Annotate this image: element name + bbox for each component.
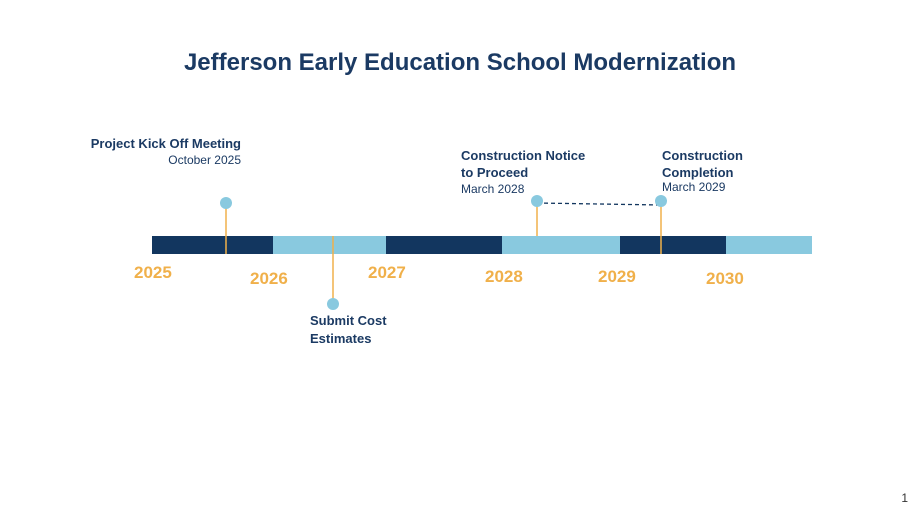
segment [273, 236, 386, 254]
event-label: Submit Cost [310, 313, 387, 328]
year-label: 2027 [368, 263, 406, 282]
event-label: Estimates [310, 331, 371, 346]
title: Jefferson Early Education School Moderni… [184, 49, 736, 76]
milestone-dot [220, 197, 232, 209]
segment [620, 236, 726, 254]
year-label: 2026 [250, 269, 288, 288]
year-label: 2025 [134, 263, 172, 282]
year-label: 2028 [485, 267, 523, 286]
segment [152, 236, 273, 254]
segment [502, 236, 620, 254]
event-date: October 2025 [168, 153, 241, 167]
event-label: Project Kick Off Meeting [91, 136, 241, 151]
segment [726, 236, 812, 254]
year-label: 2030 [706, 269, 744, 288]
year-label: 2029 [598, 267, 636, 286]
milestone-dot [655, 195, 667, 207]
event-date: March 2028 [461, 182, 525, 196]
event-label: Construction [662, 148, 743, 163]
timeline-bar [152, 236, 812, 254]
segment [386, 236, 502, 254]
event-label: Completion [662, 165, 734, 180]
milestone-dot [531, 195, 543, 207]
event-label: Construction Notice [461, 148, 585, 163]
event-date: March 2029 [662, 180, 726, 194]
page-number: 1 [901, 491, 908, 505]
event-label: to Proceed [461, 165, 528, 180]
milestone-dot [327, 298, 339, 310]
